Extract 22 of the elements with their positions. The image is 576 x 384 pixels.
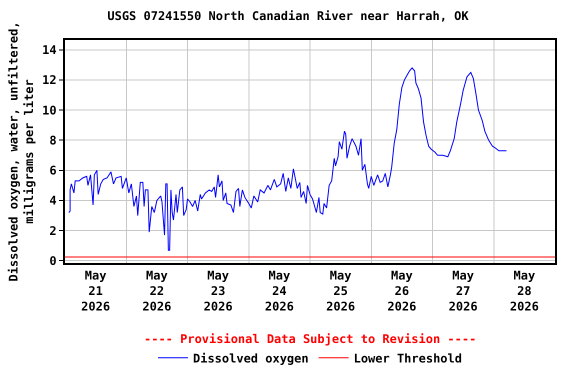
y-axis-title: Dissolved oxygen, water, unfiltered, milligrams per liter	[6, 21, 36, 282]
y-tick-label: 2	[49, 224, 57, 238]
x-tick-label: May 26 2026	[387, 268, 416, 314]
x-tick-label: May 28 2026	[510, 268, 539, 314]
chart-title: USGS 07241550 North Canadian River near Harrah, OK	[107, 8, 470, 23]
text: ---- Provisional Data Subject to Revision ----	[144, 332, 476, 346]
x-tick-label: May 22 2026	[142, 268, 172, 314]
x-tick-label: May 23 2026	[204, 268, 233, 314]
y-tick-label: 4	[49, 194, 57, 208]
line-series	[68, 67, 508, 251]
y-tick-label: 12	[42, 73, 57, 88]
legend-label: Dissolved oxygen	[193, 351, 309, 366]
x-tick-label: May 24 2026	[264, 268, 294, 314]
y-tick-label: 8	[49, 133, 57, 148]
y-tick-label: 6	[49, 164, 57, 178]
x-tick-label: May 25 2026	[326, 268, 356, 314]
y-tick-label: 14	[42, 42, 57, 57]
x-tick-label: May 21 2026	[81, 268, 110, 314]
x-tick-label: May 27 2026	[448, 268, 478, 314]
legend-label: Lower Threshold	[354, 351, 462, 366]
y-tick-label: 0	[49, 254, 57, 268]
y-tick-label: 10	[42, 103, 57, 118]
